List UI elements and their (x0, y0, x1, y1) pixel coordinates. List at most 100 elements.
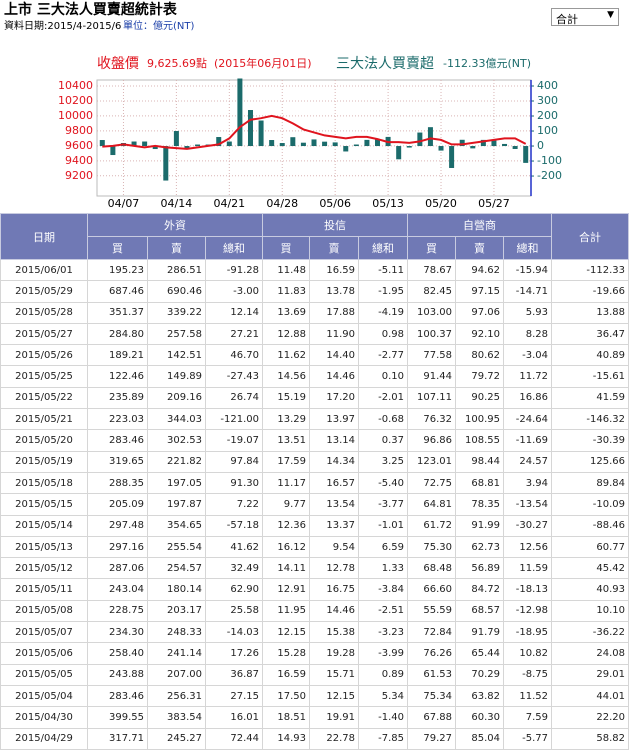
bar (375, 139, 381, 147)
cell: -1.40 (358, 706, 409, 729)
cell: 16.86 (503, 386, 553, 410)
cell: -8.75 (503, 663, 553, 686)
sub-header: 賣 (455, 236, 505, 260)
table-row: 2015/05/04 283.46 256.31 27.15 17.50 12.15 5.3… (0, 684, 630, 708)
date-cell: 2015/04/30 (0, 706, 88, 729)
cell: 7.59 (503, 706, 553, 729)
cell: -3.77 (358, 493, 409, 516)
table-row: 2015/05/27 284.80 257.58 27.21 12.88 11.90 0.9… (0, 322, 630, 346)
cell: 256.31 (147, 684, 206, 708)
cell: 195.23 (87, 258, 148, 282)
bar (237, 78, 243, 147)
table-row: 2015/05/15 205.09 197.87 7.22 9.77 13.54 -3.77… (0, 493, 630, 516)
y-tick-label: 9600 (65, 139, 93, 152)
cell: 228.75 (87, 599, 148, 623)
x-tick-label: 04/28 (266, 197, 298, 210)
select-dropdown[interactable]: 合計 ▼ (551, 8, 619, 26)
cell: 142.51 (147, 344, 206, 367)
cell: 22.20 (551, 706, 630, 729)
cell: 0.89 (358, 663, 409, 686)
cell: 100.95 (455, 408, 505, 431)
cell: 6.59 (358, 535, 409, 559)
cell: 18.51 (262, 706, 311, 729)
cell: 108.55 (455, 429, 505, 452)
cell: 11.52 (503, 684, 553, 708)
table-row: 2015/05/13 297.16 255.54 41.62 16.12 9.54 6.59… (0, 535, 630, 559)
cell: 27.21 (204, 322, 264, 346)
cell: -57.18 (204, 514, 264, 537)
y-tick-label: 9400 (65, 154, 93, 167)
x-tick-label: 04/07 (108, 197, 140, 210)
sub-header: 買 (407, 236, 457, 260)
table-row: 2015/05/21 223.03 344.03 -121.00 13.29 13.97-… (0, 408, 630, 431)
y-tick-label: 10000 (58, 109, 93, 122)
cell: 22.78 (309, 727, 360, 750)
cell: 12.15 (262, 621, 311, 644)
cell: 687.46 (87, 280, 148, 303)
cell: 8.28 (503, 322, 553, 346)
bar (226, 141, 232, 147)
table-row: 2015/05/26 189.21 142.51 46.70 11.62 14.40 -2.… (0, 344, 630, 367)
cell: 11.95 (262, 599, 311, 623)
bar (142, 141, 148, 147)
cell: -14.71 (503, 280, 553, 303)
cell: 245.27 (147, 727, 206, 750)
cell: -1.95 (358, 280, 409, 303)
cell: 287.06 (87, 557, 148, 580)
bar (184, 146, 190, 150)
bar (173, 131, 179, 147)
cell: 32.49 (204, 557, 264, 580)
cell: 72.44 (204, 727, 264, 750)
bar (332, 142, 338, 147)
cell: 13.78 (309, 280, 360, 303)
cell: 257.58 (147, 322, 206, 346)
table-row: 2015/04/29 317.71 245.27 72.44 14.93 22.78 -7.… (0, 727, 630, 750)
cell: -14.03 (204, 621, 264, 644)
date-cell: 2015/05/20 (0, 429, 88, 452)
cell: 297.48 (87, 514, 148, 537)
x-tick-label: 04/14 (161, 197, 193, 210)
plot-area (96, 79, 532, 197)
date-cell: 2015/05/28 (0, 301, 88, 324)
bar (152, 146, 158, 150)
cell: 283.46 (87, 684, 148, 708)
bar (438, 146, 444, 151)
bar (512, 146, 518, 149)
cell: -15.61 (551, 365, 630, 388)
cell: 66.60 (407, 578, 457, 601)
cell: 123.01 (407, 450, 457, 473)
table-row: 2015/05/14 297.48 354.65 -57.18 12.36 13.37 -1… (0, 514, 630, 537)
bar (300, 142, 306, 147)
sub-header: 總和 (503, 236, 553, 260)
cell: 26.74 (204, 386, 264, 410)
x-tick-label: 05/13 (372, 197, 404, 210)
bar (131, 141, 137, 147)
cell: 24.57 (503, 450, 553, 473)
x-tick-label: 04/21 (213, 197, 245, 210)
cell: 84.72 (455, 578, 505, 601)
cell: 15.71 (309, 663, 360, 686)
date-cell: 2015/05/19 (0, 450, 88, 473)
cell: 9.54 (309, 535, 360, 559)
cell: 68.81 (455, 471, 505, 495)
date-cell: 2015/05/05 (0, 663, 88, 686)
cell: 197.87 (147, 493, 206, 516)
cell: -3.23 (358, 621, 409, 644)
bar (216, 137, 222, 147)
cell: 56.89 (455, 557, 505, 580)
cell: 286.51 (147, 258, 206, 282)
cell: 100.37 (407, 322, 457, 346)
cell: -3.99 (358, 642, 409, 665)
bar (279, 143, 285, 147)
cell: -5.11 (358, 258, 409, 282)
cell: 288.35 (87, 471, 148, 495)
cell: 14.56 (262, 365, 311, 388)
x-tick-label: 05/20 (425, 197, 457, 210)
date-cell: 2015/04/29 (0, 727, 88, 750)
dropdown-arrow[interactable]: ▼ (607, 10, 614, 20)
y2-tick-label: -100 (537, 154, 562, 167)
select-value[interactable]: 合計 (556, 13, 578, 26)
cell: 5.93 (503, 301, 553, 324)
cell: 91.30 (204, 471, 264, 495)
bar (396, 146, 402, 160)
